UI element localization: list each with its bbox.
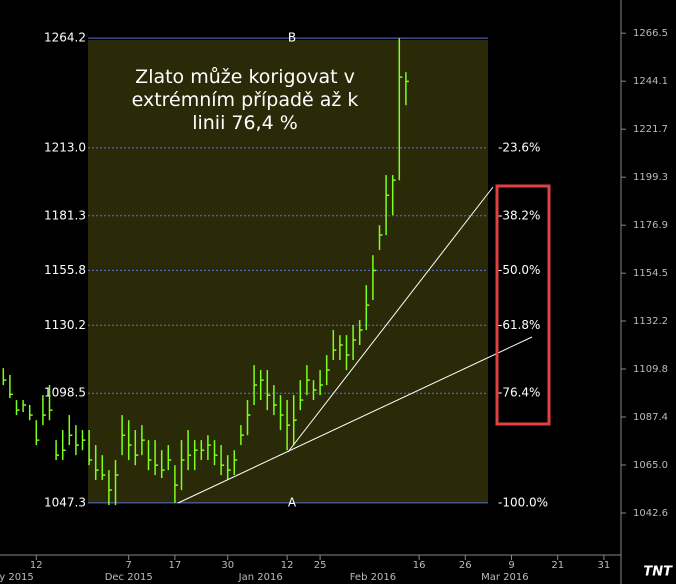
fib-percent-label: -61.8%	[498, 318, 540, 332]
x-tick-label: 17	[169, 560, 182, 571]
fib-price-label: 1264.2	[44, 31, 86, 45]
x-tick-label: 12	[30, 560, 43, 571]
trend-line	[287, 186, 494, 453]
fib-price-label: 1155.8	[44, 263, 86, 277]
fib-percent-label: -76.4%	[498, 386, 540, 400]
annotation-line: extrémním případě až k	[131, 89, 359, 111]
x-month-label: y 2015	[0, 572, 34, 583]
fib-price-label: 1213.0	[44, 140, 86, 154]
y-tick-label: 1266.5	[633, 28, 668, 39]
y-tick-label: 1244.1	[633, 76, 668, 87]
fib-end-label: B	[288, 31, 296, 45]
x-tick-label: 12	[281, 560, 294, 571]
y-tick-label: 1132.2	[633, 316, 668, 327]
fib-percent-label: -50.0%	[498, 263, 540, 277]
annotation-line: Zlato může korigovat v	[135, 66, 355, 88]
fib-percent-label: -23.6%	[498, 140, 540, 154]
x-tick-label: 16	[413, 560, 426, 571]
annotation-line: linii 76,4 %	[192, 112, 298, 134]
x-tick-label: 7	[126, 560, 132, 571]
fib-price-label: 1047.3	[44, 495, 86, 509]
fib-layer: 1264.2 1213.0 -23.6% 1181.3 -38.2% 1155.8 -50.…	[44, 31, 548, 510]
fib-price-label: 1181.3	[44, 208, 86, 222]
fib-percent-label: -100.0%	[498, 495, 548, 509]
x-month-label: Mar 2016	[481, 572, 529, 583]
x-tick-label: 30	[221, 560, 234, 571]
bars-layer	[2, 38, 409, 506]
fib-price-label: 1130.2	[44, 318, 86, 332]
highlight-box	[495, 184, 551, 426]
x-month-label: Jan 2016	[238, 572, 283, 583]
fib-percent-label: -38.2%	[498, 208, 540, 222]
x-tick-label: 21	[551, 560, 564, 571]
fib-price-label: 1098.5	[44, 386, 86, 400]
y-tick-label: 1199.3	[633, 172, 668, 183]
y-tick-label: 1065.0	[633, 460, 668, 471]
logo: TNT	[643, 565, 673, 580]
y-tick-label: 1042.6	[633, 508, 668, 519]
annotation: Zlato může korigovat v extrémním případě…	[110, 66, 380, 135]
x-tick-label: 25	[314, 560, 327, 571]
y-tick-label: 1154.5	[633, 268, 668, 279]
y-tick-label: 1087.4	[633, 412, 668, 423]
fib-end-label: A	[288, 495, 297, 509]
x-tick-label: 31	[598, 560, 611, 571]
y-tick-label: 1109.8	[633, 364, 668, 375]
x-tick-label: 26	[459, 560, 472, 571]
y-tick-label: 1221.7	[633, 124, 668, 135]
trend-line	[177, 336, 533, 504]
x-month-label: Feb 2016	[350, 572, 396, 583]
axis-layer: 1266.5 1244.1 1221.7 1199.3 1176.9 1154.5 1132…	[0, 28, 668, 583]
x-tick-label: 9	[508, 560, 514, 571]
y-tick-label: 1176.9	[633, 220, 668, 231]
x-month-label: Dec 2015	[105, 572, 153, 583]
